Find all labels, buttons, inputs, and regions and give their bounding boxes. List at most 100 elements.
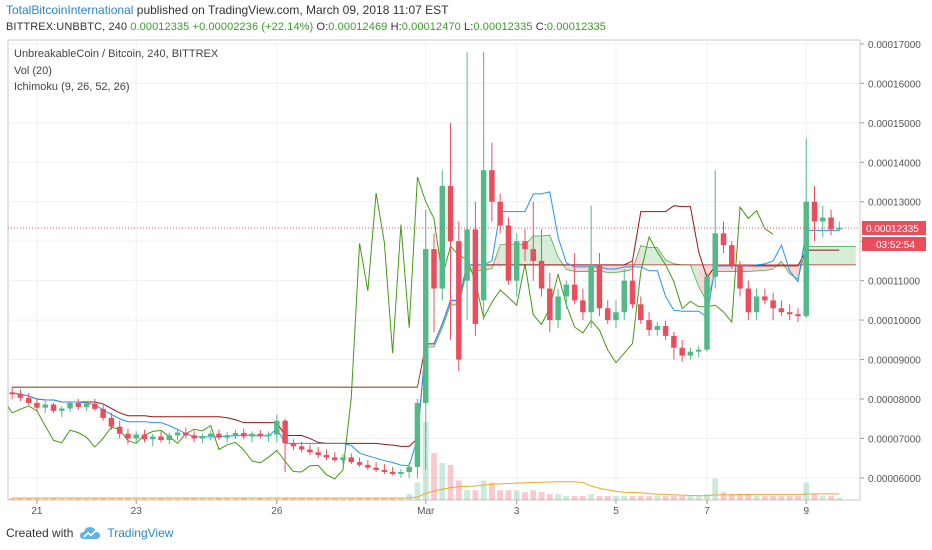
candle-body [422,249,429,403]
candle-body [836,227,843,230]
volume-bar [67,498,73,500]
candle [174,428,181,441]
volume-bar [679,496,686,500]
y-tick-label: 0.00013000 [868,198,921,209]
volume-bar [216,498,222,500]
candle [257,429,264,439]
volume-bar [447,464,454,500]
candle [183,427,189,439]
candle-body [133,434,139,439]
candle-body [803,201,809,317]
candle-body [489,170,495,202]
candle [629,260,636,309]
volume-bar [389,498,396,500]
candle-body [125,433,131,439]
candle-body [621,280,627,313]
volume-bar [579,496,586,500]
volume-bar [282,498,289,500]
volume-bar [406,494,413,500]
candle-body [50,404,57,411]
cloud-segment [822,246,832,265]
candle [563,280,570,309]
candle-body [447,185,454,242]
candle [348,453,355,465]
candle-body [662,326,669,336]
y-tick-label: 0.00007000 [868,434,921,445]
x-tick-label: 9 [803,506,809,517]
volume-bar [381,498,388,500]
candle [654,322,661,336]
candle-body [381,470,388,472]
candle [381,464,388,474]
volume-bar [398,498,404,500]
candle-body [183,432,189,436]
candle-body [59,408,65,411]
cloud-segment [657,247,666,265]
candle-body [530,249,536,261]
candle-body [547,288,553,321]
cloud-segment [615,264,625,273]
candle [116,420,123,439]
candle-body [174,432,181,436]
candle-body [472,229,479,325]
volume-bar [546,494,553,500]
y-tick-label: 0.00016000 [868,79,921,90]
volume-bar [298,498,305,500]
open-label: O: [316,21,329,33]
volume-bar [199,498,206,500]
candle [274,414,280,443]
cloud-segment [723,264,732,272]
candle [92,399,98,411]
candle-body [687,351,694,356]
volume-bar [670,496,677,500]
candle [125,428,131,445]
y-axis: 0.00017000 0.00016000 0.00015000 0.00014000… [859,40,921,500]
candle-body [505,225,512,281]
candle [671,331,677,360]
author-link[interactable]: TotalBitcoinInternational [6,3,134,17]
volume-bar [290,498,297,500]
volume-bar [108,498,115,500]
candle-body [679,347,685,356]
candle-body [116,426,123,434]
volume-bar [17,498,24,500]
volume-bar [249,498,255,500]
candle [307,444,313,456]
volume-bar [720,492,727,500]
symbol-label: BITTREX:UNBBTC, 240 [6,21,128,33]
volume-bar [530,490,537,500]
candle [241,428,247,440]
volume-bar [803,482,810,500]
volume-bar [761,496,768,500]
volume-bar [50,498,57,500]
chikou-span-line [8,176,774,480]
tradingview-brand[interactable]: TradingView [107,526,174,540]
volume-bar [348,498,355,500]
candle-body [9,392,15,395]
volume-bar [455,480,462,500]
candle-body [671,335,677,348]
candle [398,469,404,478]
candle-body [224,435,230,438]
cloud-segment [839,246,848,265]
volume-bar [588,494,595,500]
cloud-segment [574,264,583,272]
candle-body [42,404,48,408]
volume-bar [240,498,247,500]
volume-bar [497,490,504,500]
candle-body [571,284,578,301]
price-tag-value: 0.00012335 [866,224,919,235]
cloud-segment [831,246,840,265]
candle-body [704,276,710,350]
x-tick-label: 5 [613,506,619,517]
volume-bar [786,496,793,500]
candle [216,429,222,441]
volume-bar [629,496,636,500]
candle [108,412,115,430]
candle-body [108,417,115,427]
volume-bar [182,498,189,500]
candle [323,449,330,461]
volume-bar [265,498,272,500]
